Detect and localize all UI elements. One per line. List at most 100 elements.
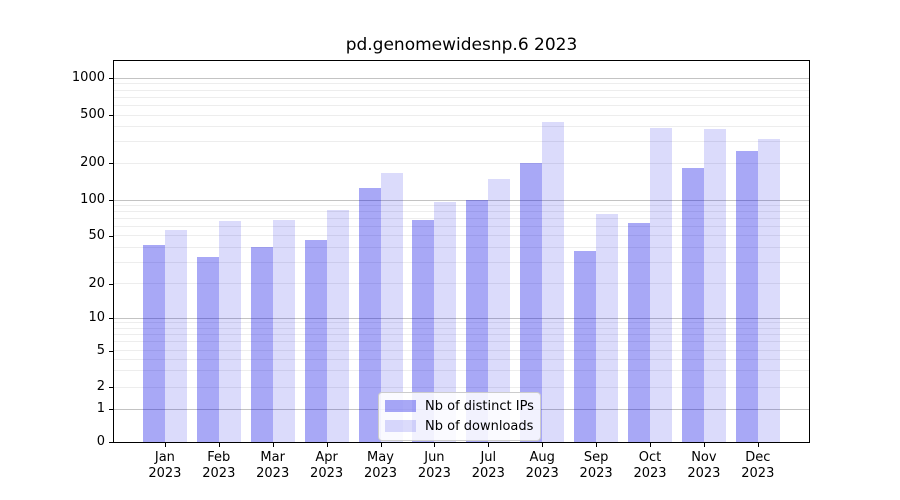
y-tick-label-500: 500 — [80, 107, 105, 122]
y-tick-label-1: 1 — [96, 401, 105, 416]
bar-jun-distinct-ips — [412, 219, 435, 442]
bar-jan-distinct-ips — [142, 244, 165, 442]
legend-item-downloads: Nb of downloads — [385, 418, 533, 434]
y-tick-mark-100 — [109, 200, 113, 201]
legend-swatch-downloads — [385, 420, 416, 432]
minor-gridline-4 — [114, 358, 809, 360]
legend-swatch-distinct-ips — [385, 400, 416, 412]
bar-oct-downloads — [650, 128, 672, 442]
y-tick-label-50: 50 — [88, 227, 105, 243]
y-tick-label-10: 10 — [88, 310, 105, 325]
x-tick-label-sep: Sep 2023 — [566, 450, 626, 481]
x-tick-mark-mar — [272, 443, 274, 447]
x-tick-label-jun: Jun 2023 — [404, 450, 464, 481]
minor-gridline-600 — [114, 104, 809, 106]
y-tick-mark-50 — [109, 235, 113, 237]
y-tick-label-0: 0 — [96, 434, 105, 449]
bar-jun-downloads — [434, 201, 457, 442]
minor-gridline-2 — [114, 386, 809, 388]
x-tick-label-dec: Dec 2023 — [728, 450, 788, 481]
bars-layer — [114, 61, 809, 442]
gridlines-layer — [114, 61, 809, 442]
bar-feb-distinct-ips — [196, 257, 219, 442]
x-tick-month: Feb — [207, 450, 231, 465]
x-tick-year: 2023 — [741, 465, 775, 481]
y-tick-mark-20 — [109, 283, 113, 285]
x-tick-mark-jul — [488, 443, 490, 447]
x-tick-label-feb: Feb 2023 — [189, 450, 249, 481]
minor-gridline-800 — [114, 89, 809, 91]
bar-jul-downloads — [488, 179, 511, 442]
bar-jul-distinct-ips — [466, 200, 489, 442]
y-tick-mark-1 — [109, 409, 113, 410]
x-tick-year: 2023 — [202, 465, 236, 481]
x-tick-year: 2023 — [363, 465, 398, 481]
legend-item-distinct-ips: Nb of distinct IPs — [385, 398, 534, 414]
minor-gridline-70 — [114, 217, 809, 219]
minor-gridline-200 — [114, 162, 809, 164]
minor-gridline-30 — [114, 261, 809, 263]
x-tick-label-jan: Jan 2023 — [135, 450, 195, 481]
x-tick-label-mar: Mar 2023 — [243, 450, 303, 481]
y-tick-mark-10 — [109, 318, 113, 319]
minor-gridline-90 — [114, 204, 809, 206]
y-tick-label-2: 2 — [96, 379, 105, 394]
y-tick-mark-0 — [109, 442, 113, 443]
bar-aug-downloads — [542, 121, 565, 442]
x-tick-month: May — [367, 450, 394, 465]
minor-gridline-9 — [114, 322, 809, 324]
legend: Nb of distinct IPs Nb of downloads — [378, 392, 541, 441]
chart-title: pd.genomewidesnp.6 2023 — [345, 35, 578, 55]
y-tick-label-1000: 1000 — [71, 70, 105, 86]
y-tick-label-20: 20 — [88, 275, 105, 291]
bar-nov-downloads — [703, 129, 726, 442]
plot-area: Nb of distinct IPs Nb of downloads — [113, 60, 810, 443]
x-tick-mark-oct — [650, 443, 651, 447]
x-tick-label-may: May 2023 — [351, 450, 411, 481]
major-gridline-1000 — [114, 77, 809, 79]
major-gridline-100 — [114, 199, 809, 201]
y-tick-mark-2 — [109, 387, 113, 388]
bar-apr-downloads — [326, 210, 349, 442]
x-tick-month: Apr — [315, 450, 338, 465]
y-tick-label-200: 200 — [80, 155, 105, 171]
legend-label-distinct-ips: Nb of distinct IPs — [425, 398, 534, 414]
x-tick-mark-jan — [164, 443, 166, 447]
y-tick-mark-1000 — [109, 78, 113, 80]
x-tick-year: 2023 — [256, 465, 290, 481]
bar-may-distinct-ips — [358, 188, 381, 442]
x-tick-label-apr: Apr 2023 — [297, 450, 357, 481]
minor-gridline-40 — [114, 246, 809, 248]
minor-gridline-900 — [114, 83, 809, 85]
minor-gridline-60 — [114, 225, 809, 227]
x-tick-mark-may — [380, 443, 382, 447]
y-tick-label-5: 5 — [96, 342, 105, 358]
minor-gridline-6 — [114, 341, 809, 343]
x-tick-mark-aug — [542, 443, 544, 447]
bar-nov-distinct-ips — [681, 168, 704, 442]
bar-mar-downloads — [272, 219, 295, 442]
minor-gridline-300 — [114, 141, 809, 143]
minor-gridline-80 — [114, 210, 809, 212]
bar-may-downloads — [380, 173, 403, 442]
bar-aug-distinct-ips — [520, 163, 543, 442]
x-tick-year: 2023 — [525, 465, 559, 481]
x-tick-year: 2023 — [310, 465, 344, 481]
x-tick-month: Sep — [583, 450, 609, 465]
bar-jan-downloads — [164, 229, 187, 442]
x-tick-mark-dec — [757, 443, 759, 447]
major-gridline-10 — [114, 317, 809, 319]
bar-sep-downloads — [596, 214, 619, 442]
bar-apr-distinct-ips — [304, 239, 327, 442]
x-tick-month: Aug — [529, 450, 555, 465]
minor-gridline-8 — [114, 327, 809, 329]
x-tick-month: Jun — [424, 450, 445, 465]
y-tick-mark-200 — [109, 163, 113, 165]
x-tick-label-oct: Oct 2023 — [620, 450, 680, 481]
bar-sep-distinct-ips — [574, 251, 597, 442]
minor-gridline-7 — [114, 334, 809, 336]
x-tick-month: Jul — [480, 450, 497, 465]
x-tick-month: Oct — [638, 450, 662, 465]
y-tick-label-100: 100 — [80, 192, 105, 207]
